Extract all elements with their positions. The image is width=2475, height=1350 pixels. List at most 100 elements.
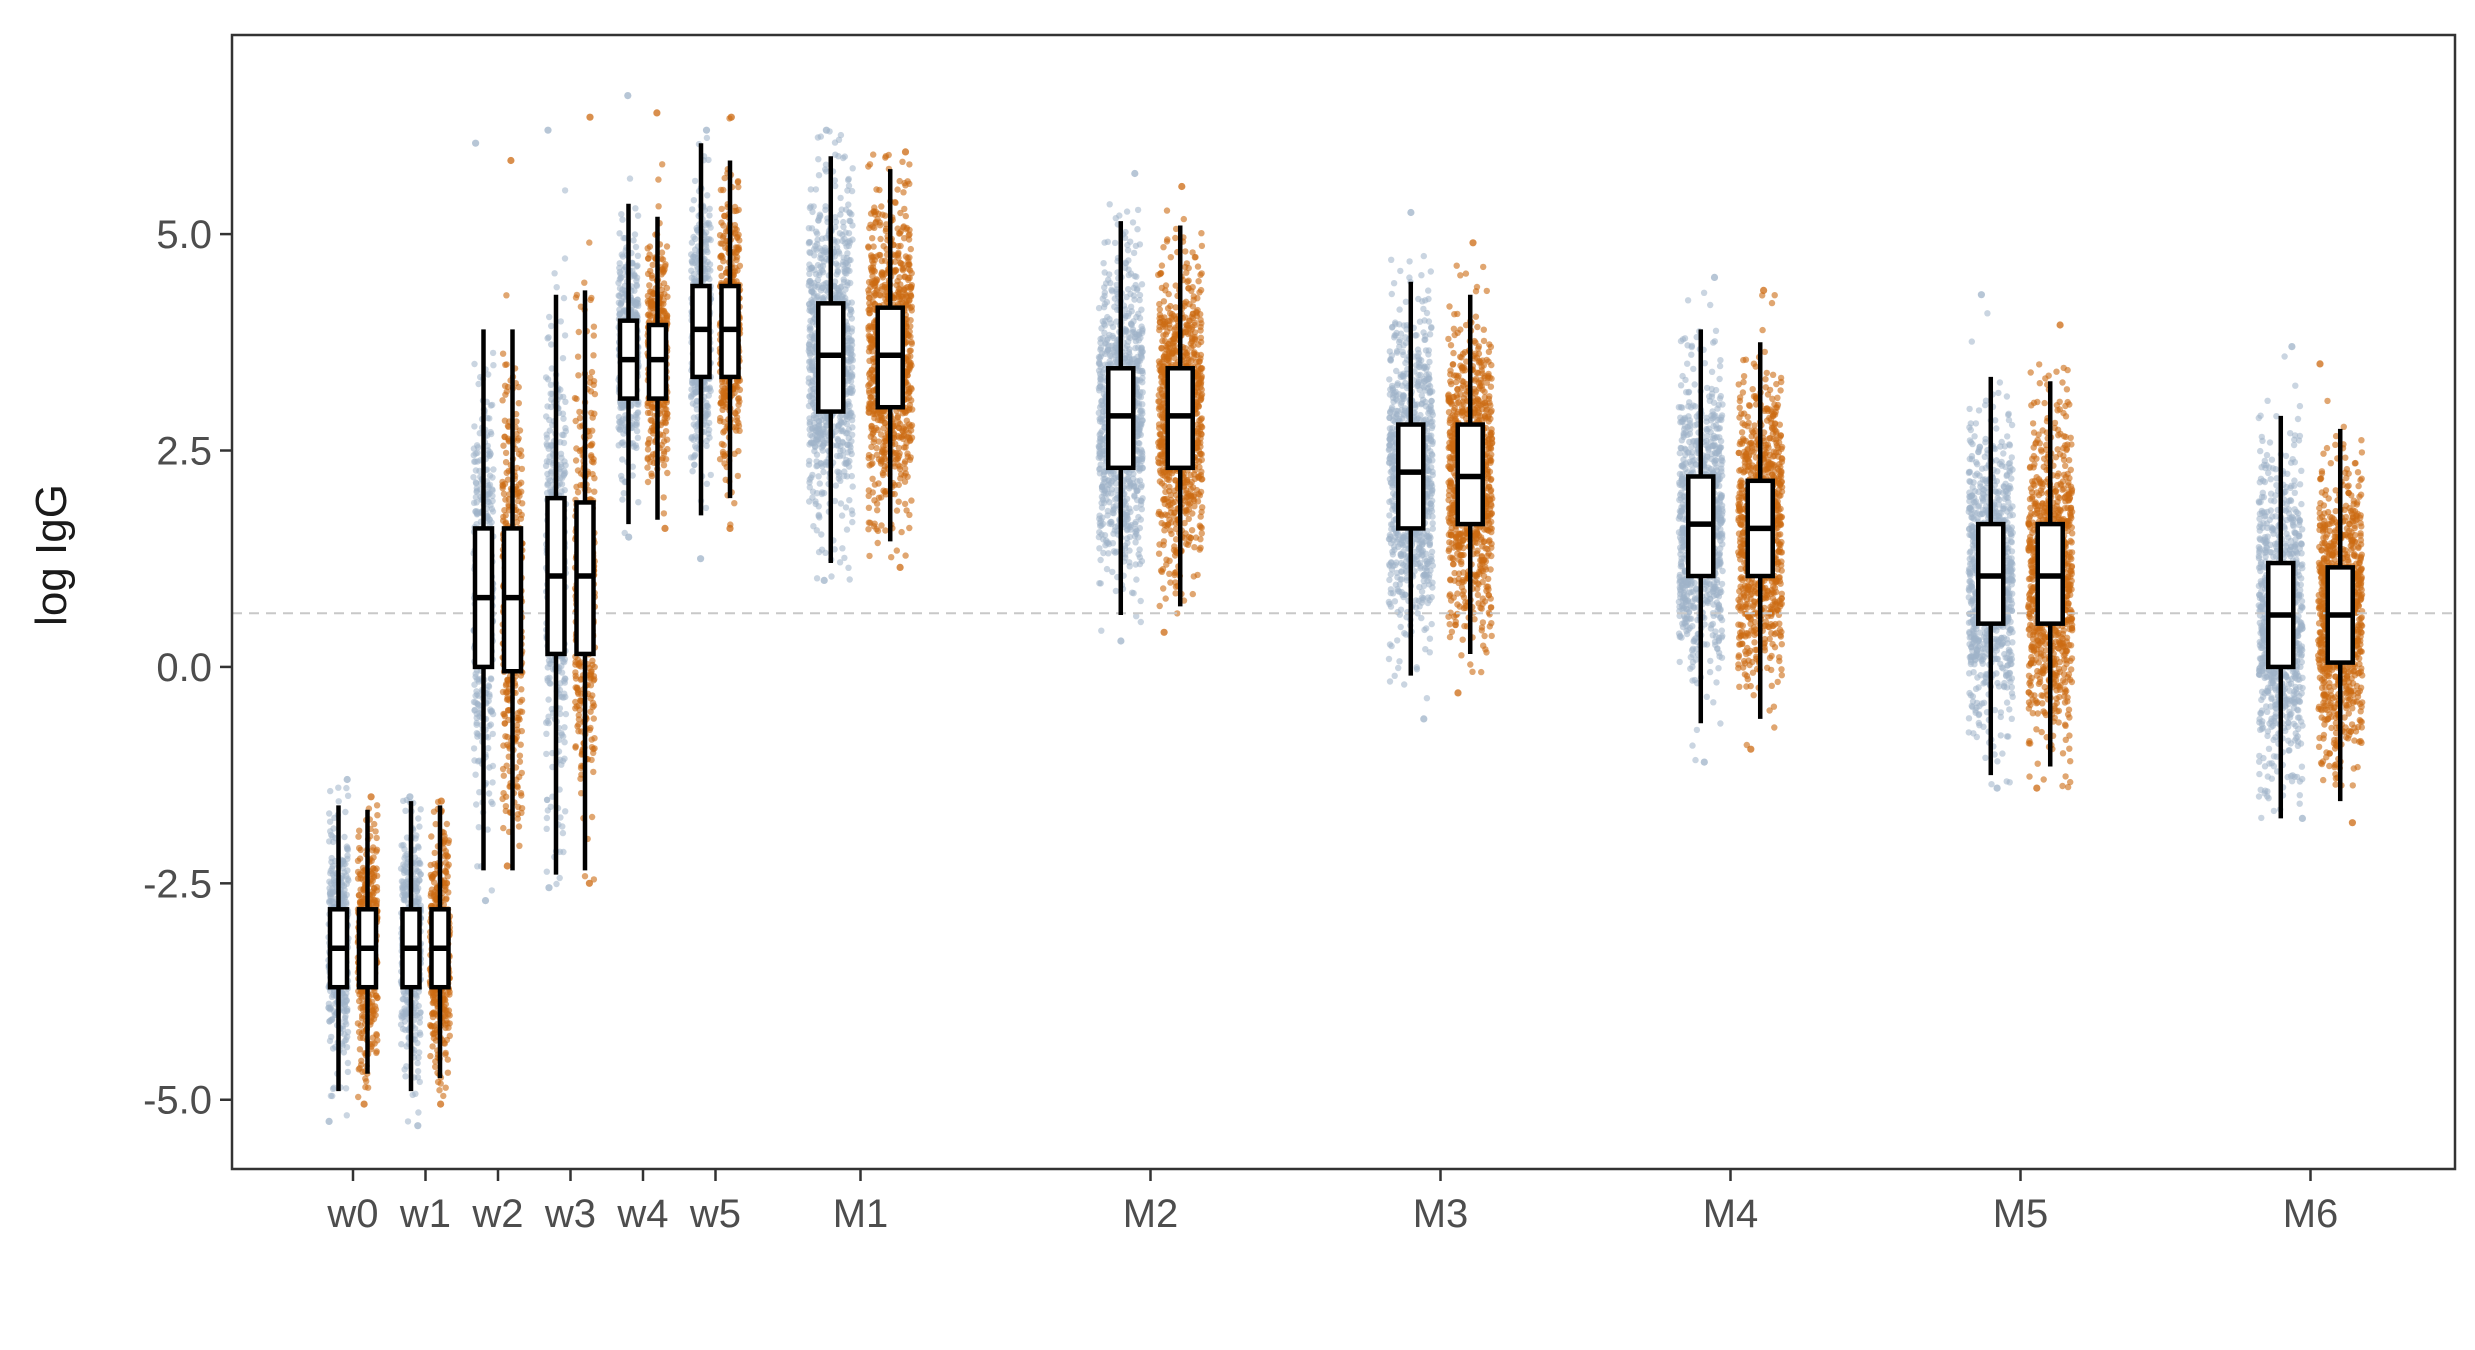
jitter-point <box>707 387 714 395</box>
jitter-point <box>618 274 625 281</box>
jitter-point <box>1098 627 1105 634</box>
jitter-point <box>1096 519 1104 527</box>
jitter-point <box>805 347 812 355</box>
jitter-point <box>562 462 569 469</box>
jitter-point <box>546 313 553 321</box>
jitter-point <box>689 468 696 475</box>
jitter-point <box>544 335 551 342</box>
jitter-point <box>403 860 410 867</box>
jitter-point <box>330 1084 338 1091</box>
jitter-point <box>414 1068 422 1075</box>
jitter-point <box>1108 288 1116 295</box>
jitter-point <box>1386 376 1393 383</box>
jitter-point <box>845 201 852 208</box>
jitter-point <box>344 852 351 859</box>
jitter-point <box>1388 382 1396 390</box>
jitter-point <box>489 492 496 500</box>
jitter-point <box>1096 512 1103 519</box>
jitter-point <box>820 489 828 497</box>
jitter-point <box>689 380 696 387</box>
jitter-point <box>416 1019 423 1026</box>
jitter-point <box>397 1021 405 1028</box>
jitter-point <box>485 683 493 690</box>
jitter-point <box>400 797 407 805</box>
jitter-point <box>342 808 349 816</box>
jitter-point <box>484 826 491 833</box>
jitter-point <box>836 413 844 421</box>
jitter-point <box>1139 327 1146 335</box>
jitter-point <box>544 664 551 671</box>
jitter-point <box>344 867 351 874</box>
jitter-point <box>1133 576 1140 583</box>
jitter-point <box>1400 351 1407 358</box>
jitter-point <box>843 526 851 533</box>
jitter-point <box>828 573 835 580</box>
jitter-point <box>808 264 816 271</box>
jitter-point <box>815 156 822 163</box>
jitter-point <box>339 872 346 880</box>
jitter-point <box>548 468 555 475</box>
jitter-point <box>485 371 492 378</box>
jitter-point <box>814 462 821 469</box>
jitter-point <box>1429 562 1437 569</box>
jitter-point <box>415 1054 422 1061</box>
jitter-point <box>1136 440 1143 447</box>
jitter-point <box>849 483 856 490</box>
jitter-point <box>703 402 710 410</box>
jitter-point <box>631 231 639 238</box>
jitter-point <box>560 431 567 439</box>
jitter-point <box>703 480 711 487</box>
jitter-point <box>341 895 348 902</box>
jitter-point <box>414 867 421 875</box>
jitter-point <box>812 271 820 278</box>
jitter-point <box>705 156 712 164</box>
jitter-point <box>1097 339 1104 346</box>
jitter-point <box>416 1029 423 1036</box>
jitter-point <box>401 867 409 874</box>
jitter-point <box>1122 504 1130 511</box>
jitter-point <box>818 531 825 538</box>
jitter-point <box>1425 318 1433 325</box>
jitter-point <box>470 745 478 752</box>
jitter-point <box>409 1091 416 1099</box>
jitter-point <box>485 745 492 752</box>
jitter-point <box>815 473 822 480</box>
jitter-point <box>846 441 853 449</box>
jitter-point <box>839 545 846 552</box>
jitter-point <box>633 263 640 270</box>
jitter-point <box>1111 239 1119 247</box>
jitter-point <box>489 730 496 738</box>
jitter-point <box>411 1011 419 1019</box>
jitter-point <box>707 471 714 479</box>
outlier-point <box>343 775 351 784</box>
jitter-point <box>1130 590 1137 597</box>
jitter-point <box>689 206 696 213</box>
jitter-point <box>1391 598 1399 605</box>
jitter-point <box>330 874 338 881</box>
jitter-point <box>486 452 493 459</box>
jitter-point <box>562 693 569 701</box>
jitter-point <box>847 385 855 393</box>
jitter-point <box>472 494 480 501</box>
jitter-point <box>1388 256 1395 263</box>
jitter-point <box>809 288 816 295</box>
jitter-point <box>703 437 710 444</box>
jitter-point <box>1133 527 1140 535</box>
jitter-point <box>326 810 333 817</box>
jitter-point <box>417 806 424 813</box>
outlier-point <box>697 555 705 563</box>
jitter-point <box>849 424 856 431</box>
jitter-point <box>340 1049 348 1056</box>
jitter-point <box>703 220 710 227</box>
jitter-point <box>808 439 815 446</box>
jitter-point <box>691 461 698 468</box>
jitter-point <box>1390 280 1398 287</box>
jitter-point <box>1385 655 1393 663</box>
jitter-point <box>402 1008 409 1016</box>
jitter-point <box>474 701 481 708</box>
jitter-point <box>486 693 493 700</box>
jitter-point <box>414 1039 421 1047</box>
jitter-point <box>543 814 551 822</box>
outlier-point <box>625 533 633 541</box>
jitter-point <box>1401 630 1408 637</box>
